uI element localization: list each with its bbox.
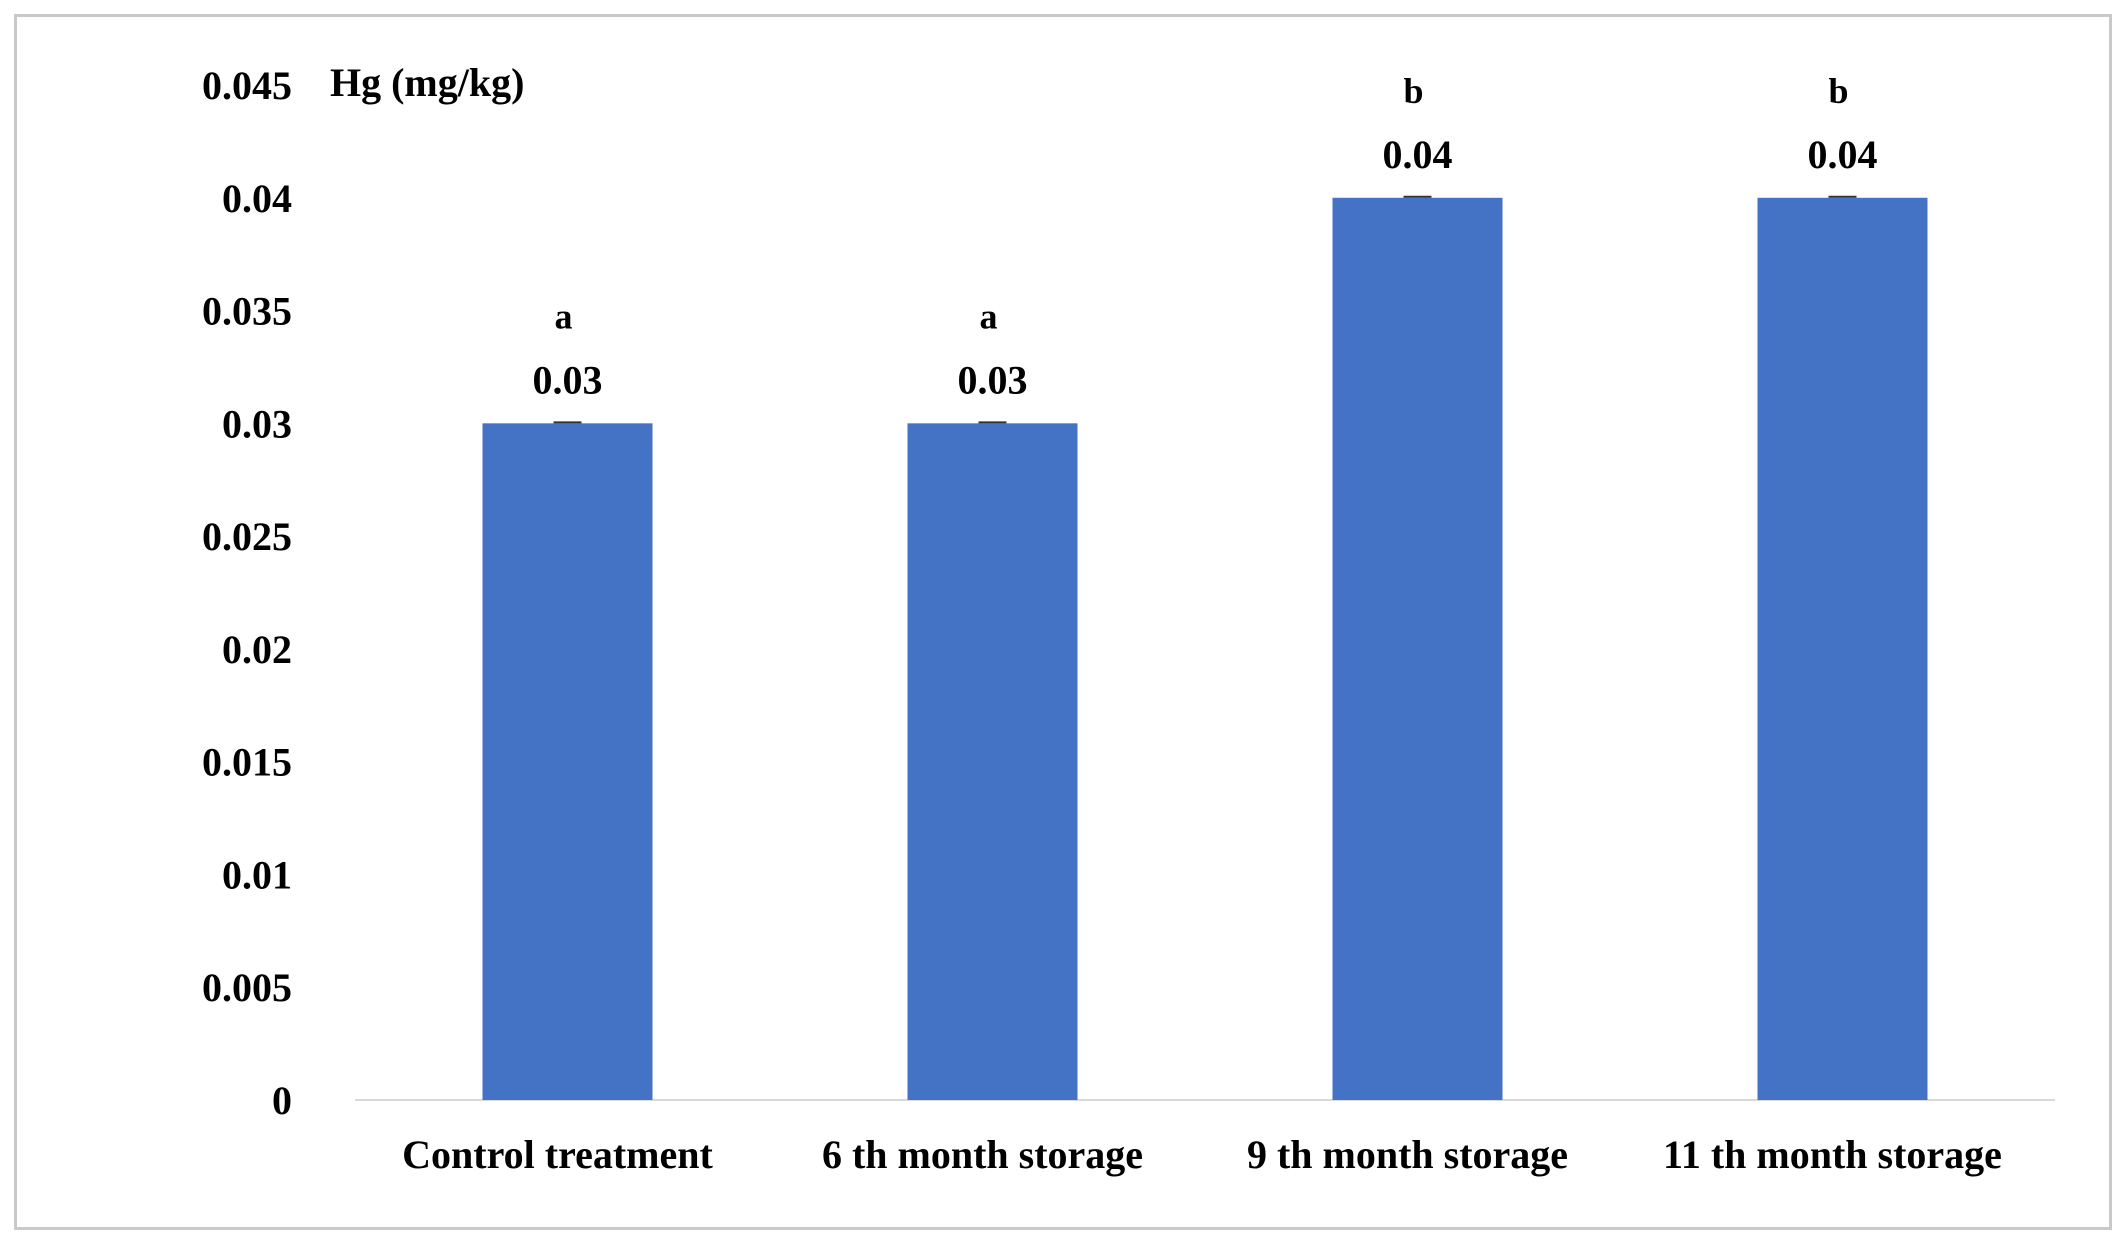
x-tick-label: 6 th month storage xyxy=(822,1132,1143,1177)
significance-letters: a a b b xyxy=(555,71,1849,337)
y-tick-label: 0 xyxy=(272,1078,292,1123)
y-axis-ticks: 0 0.005 0.01 0.015 0.02 0.025 0.03 0.035 0.04 0.0… xyxy=(202,63,292,1123)
significance-letter: b xyxy=(1403,71,1423,111)
y-tick-label: 0.02 xyxy=(222,627,292,672)
significance-letter: b xyxy=(1828,71,1848,111)
data-label: 0.03 xyxy=(533,357,603,402)
bar xyxy=(1332,197,1503,1100)
y-tick-label: 0.045 xyxy=(202,63,292,108)
data-label: 0.04 xyxy=(1383,132,1453,177)
y-tick-label: 0.005 xyxy=(202,965,292,1010)
value-labels: 0.03 0.03 0.04 0.04 xyxy=(533,132,1878,403)
significance-letter: a xyxy=(555,296,573,336)
y-tick-label: 0.03 xyxy=(222,401,292,446)
bar xyxy=(1757,197,1928,1100)
x-axis-ticks: Control treatment 6 th month storage 9 th … xyxy=(402,1132,2002,1177)
y-tick-label: 0.01 xyxy=(222,852,292,897)
y-tick-label: 0.015 xyxy=(202,740,292,785)
y-tick-label: 0.035 xyxy=(202,289,292,334)
y-axis-label: Hg (mg/kg) xyxy=(330,60,524,105)
x-tick-label: 11 th month storage xyxy=(1663,1132,2002,1177)
significance-letter: a xyxy=(980,296,998,336)
x-tick-label: Control treatment xyxy=(402,1132,713,1177)
bar xyxy=(482,423,653,1100)
data-label: 0.03 xyxy=(958,357,1028,402)
x-tick-label: 9 th month storage xyxy=(1247,1132,1568,1177)
bar xyxy=(907,423,1078,1100)
y-tick-label: 0.025 xyxy=(202,514,292,559)
y-tick-label: 0.04 xyxy=(222,176,292,221)
data-label: 0.04 xyxy=(1808,132,1878,177)
bars xyxy=(482,195,1928,1100)
